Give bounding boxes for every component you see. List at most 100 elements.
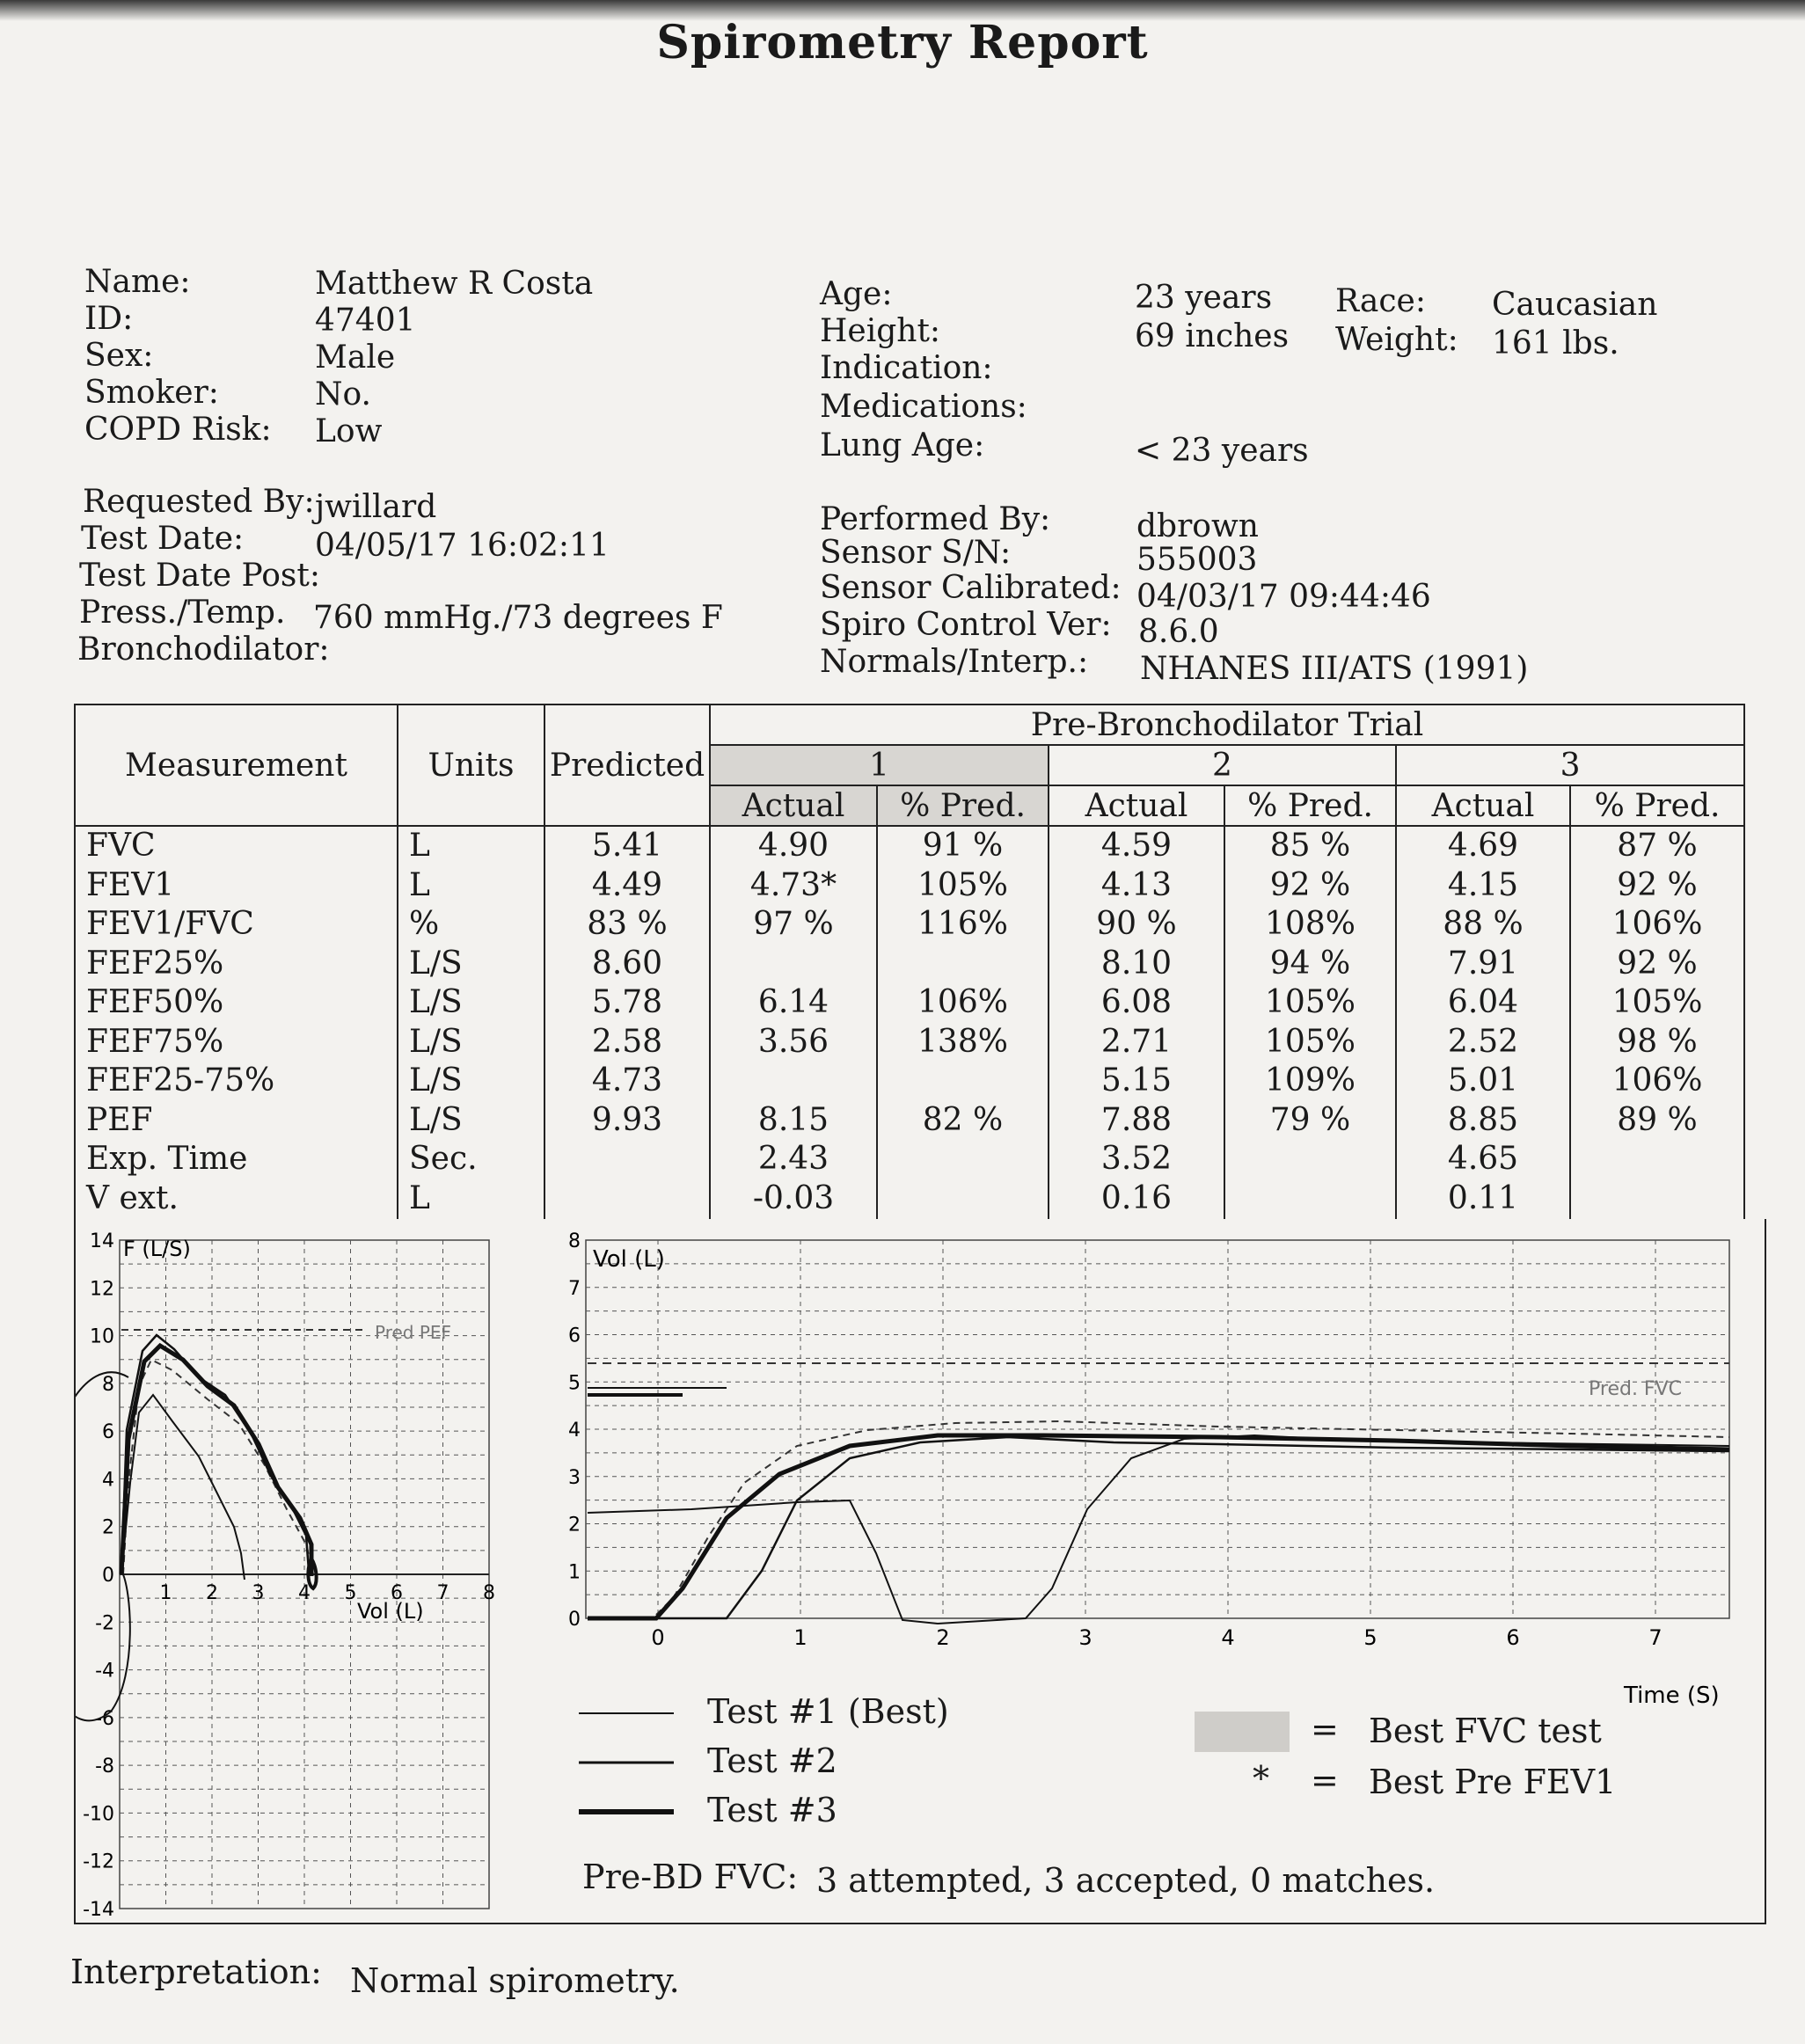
vt-x-tick: 1 <box>793 1625 807 1650</box>
table-cell: 94 % <box>1269 945 1351 982</box>
sensor-calibrated-value: 04/03/17 09:44:46 <box>1136 579 1431 615</box>
table-cell: 3.56 <box>757 1023 829 1060</box>
table-cell: 2.71 <box>1100 1023 1173 1060</box>
fv-x-ticks: 1 2 3 4 5 6 7 8 <box>160 1582 496 1604</box>
sex-label: Sex: <box>84 338 154 374</box>
table-cell: 4.69 <box>1447 828 1519 864</box>
fv-x-tick: 4 <box>298 1582 311 1604</box>
test-date-post-label: Test Date Post: <box>79 558 320 594</box>
table-cell: 92 % <box>1269 866 1351 903</box>
table-cell: L <box>409 866 430 903</box>
table-cell: 5.41 <box>591 828 663 864</box>
table-cell: 5.15 <box>1100 1062 1173 1099</box>
header-pct-3: % Pred. <box>1568 785 1746 827</box>
performed-by-value: dbrown <box>1136 508 1259 544</box>
copd-label: COPD Risk: <box>84 412 272 448</box>
indication-label: Indication: <box>820 350 993 386</box>
table-cell <box>878 1062 1048 1101</box>
table-cell: 0.16 <box>1100 1179 1173 1216</box>
header-units: Units <box>397 704 545 827</box>
spiro-control-label: Spiro Control Ver: <box>820 607 1112 643</box>
table-cell: FVC <box>86 828 156 864</box>
race-label: Race: <box>1335 283 1426 319</box>
table-cell: 106% <box>1611 1062 1703 1099</box>
table-cell: 92 % <box>1617 866 1698 903</box>
legend-test3: Test #3 <box>707 1791 837 1829</box>
vt-y-label: Vol (L) <box>593 1246 665 1273</box>
table-cell: PEF <box>86 1101 153 1138</box>
legend-test1: Test #1 (Best) <box>707 1692 949 1731</box>
fvc-summary-label: Pre-BD FVC: <box>582 1858 799 1896</box>
table-cell: 79 % <box>1269 1101 1351 1138</box>
fv-y-tick: 6 <box>102 1421 114 1443</box>
table-cell: FEV1/FVC <box>86 906 254 942</box>
table-cell <box>1571 1179 1743 1219</box>
report-title: Spirometry Report <box>656 16 1149 69</box>
table-cell <box>878 945 1048 984</box>
table-cell: 106% <box>917 984 1008 1020</box>
col-predicted: 5.41 4.49 83 % 8.60 5.78 2.58 4.73 9.93 <box>545 827 709 1218</box>
table-cell: 5.78 <box>591 984 663 1020</box>
table-cell: 8.85 <box>1447 1101 1519 1138</box>
fv-x-tick: 1 <box>160 1582 172 1604</box>
header-actual-1: Actual <box>709 785 878 827</box>
table-cell: FEF25% <box>86 945 224 982</box>
name-value: Matthew R Costa <box>315 266 594 302</box>
press-temp-label: Press./Temp. <box>79 595 286 631</box>
vt-x-tick: 6 <box>1506 1625 1519 1650</box>
table-cell: 116% <box>917 906 1008 942</box>
press-temp-value: 760 mmHg./73 degrees F <box>313 600 723 636</box>
test-date-value: 04/05/17 16:02:11 <box>315 528 610 564</box>
normals-label: Normals/Interp.: <box>820 644 1089 680</box>
id-value: 47401 <box>315 303 416 339</box>
race-value: Caucasian <box>1492 287 1658 323</box>
table-cell: 6.04 <box>1447 984 1519 1020</box>
table-cell: 85 % <box>1269 828 1351 864</box>
vt-y-tick: 0 <box>568 1609 581 1631</box>
table-cell: 89 % <box>1617 1101 1698 1138</box>
table-cell <box>1225 1140 1395 1179</box>
table-cell: 0.11 <box>1447 1179 1519 1216</box>
table-cell: 9.93 <box>591 1101 663 1138</box>
fv-x-tick: 8 <box>483 1582 495 1604</box>
table-cell <box>878 1179 1048 1219</box>
table-cell: 2.52 <box>1447 1023 1519 1060</box>
table-cell: L <box>409 1179 430 1216</box>
table-cell: 6.08 <box>1100 984 1173 1020</box>
header-trial: Pre-Bronchodilator Trial <box>708 704 1746 746</box>
table-cell <box>545 1179 709 1219</box>
table-cell: FEF75% <box>86 1023 224 1060</box>
fv-y-tick: -10 <box>83 1803 114 1825</box>
volume-time-chart: 8 7 6 5 4 3 2 1 0 0 1 2 3 4 5 6 7 Vol (L) Time (S) Pred… <box>568 1230 1730 1709</box>
age-label: Age: <box>820 276 893 312</box>
copd-value: Low <box>315 413 383 449</box>
table-cell: 92 % <box>1617 945 1698 982</box>
vt-x-tick: 4 <box>1221 1625 1234 1650</box>
table-cell: 5.01 <box>1447 1062 1519 1099</box>
fv-y-label: F (L/S) <box>123 1237 191 1261</box>
age-value: 23 years <box>1135 280 1273 316</box>
col-trial2-actual: 4.59 4.13 90 % 8.10 6.08 2.71 5.15 7.88 3.52 0.16 <box>1049 827 1224 1218</box>
table-cell: 7.91 <box>1447 945 1519 982</box>
requested-by-label: Requested By: <box>83 484 315 520</box>
vt-x-tick: 7 <box>1648 1625 1662 1650</box>
table-cell: L/S <box>409 984 463 1020</box>
table-cell <box>1571 1140 1743 1179</box>
table-cell: 7.88 <box>1100 1101 1173 1138</box>
weight-label: Weight: <box>1335 322 1458 358</box>
fv-y-tick: 14 <box>90 1230 114 1252</box>
col-units: L L% L/S L/S L/S L/S L/S Sec. L <box>398 827 544 1218</box>
legend-best-fvc-swatch <box>1195 1712 1290 1752</box>
table-cell: 82 % <box>922 1101 1004 1138</box>
table-cell: 98 % <box>1617 1023 1698 1060</box>
table-cell: 105% <box>1265 984 1356 1020</box>
spiro-control-value: 8.6.0 <box>1138 614 1219 650</box>
table-cell: 4.59 <box>1100 828 1173 864</box>
table-cell: 4.90 <box>757 828 829 864</box>
table-cell <box>711 945 876 984</box>
vt-pred-curve <box>655 1420 1730 1616</box>
fv-x-tick: 6 <box>391 1582 403 1604</box>
table-cell: % <box>409 906 440 942</box>
table-cell <box>878 1140 1048 1179</box>
vt-y-tick: 7 <box>568 1278 581 1300</box>
